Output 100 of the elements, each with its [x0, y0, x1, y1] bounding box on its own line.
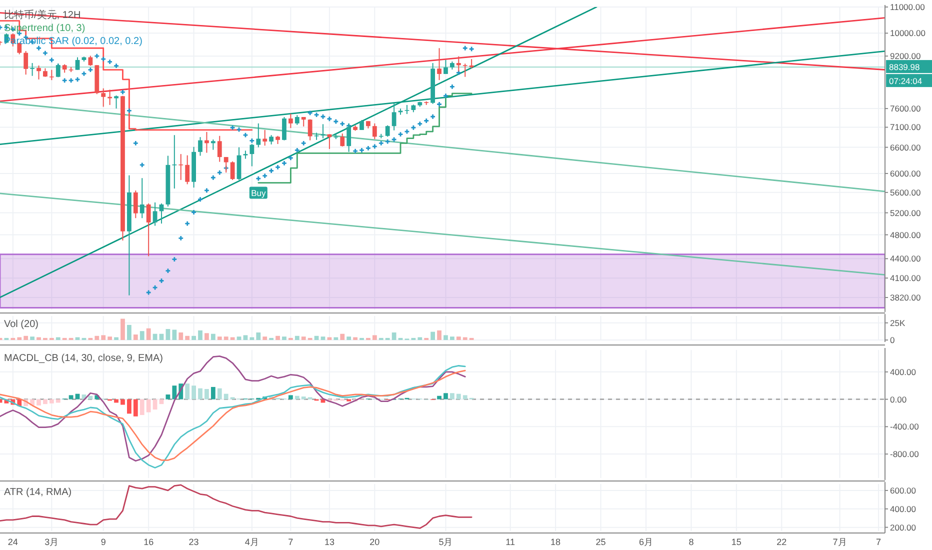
candlestick	[372, 122, 377, 140]
bar	[340, 334, 345, 340]
bar	[17, 337, 22, 340]
bar	[462, 395, 468, 400]
bar	[172, 386, 177, 400]
candlestick	[308, 118, 312, 141]
y-tick-label: 7600.00	[890, 104, 921, 114]
x-tick-label: 18	[550, 537, 561, 547]
y-tick-label: 600.00	[890, 485, 916, 496]
candlestick	[198, 136, 202, 156]
candlestick	[24, 50, 28, 76]
bar	[192, 336, 196, 340]
candlestick	[49, 69, 54, 81]
bar	[301, 396, 306, 400]
x-tick-label: 8	[688, 537, 694, 547]
candlestick	[152, 202, 158, 226]
x-tick-label: 7月	[832, 537, 847, 547]
line-series	[0, 484, 472, 529]
bar	[108, 336, 112, 340]
bar	[198, 330, 202, 340]
bar	[185, 384, 190, 400]
x-tick-label: 23	[188, 537, 199, 547]
bar	[450, 336, 454, 340]
candlestick	[385, 124, 390, 138]
bar	[256, 332, 261, 340]
candlestick	[469, 58, 474, 69]
candlestick	[230, 160, 235, 180]
x-tick-label: 5月	[438, 537, 453, 547]
candlestick	[437, 48, 442, 81]
bar	[43, 399, 48, 404]
bar	[192, 386, 196, 400]
chart-title: MACDL_CB (14, 30, close, 9, EMA)	[4, 353, 163, 364]
bar	[114, 337, 118, 340]
candlestick	[282, 116, 286, 141]
candlestick	[269, 134, 274, 145]
bar	[94, 336, 100, 340]
bar	[372, 335, 377, 340]
x-tick-label: 7	[288, 537, 294, 547]
candlestick	[294, 114, 300, 126]
bar	[166, 394, 170, 400]
candlestick	[360, 119, 364, 130]
y-tick-label: 5600.00	[890, 187, 921, 198]
bar	[56, 399, 60, 403]
bar	[178, 332, 184, 340]
candlestick	[114, 95, 118, 110]
y-tick-label: 4800.00	[890, 230, 921, 240]
bar	[56, 337, 60, 340]
candlestick	[178, 154, 184, 180]
bar	[418, 337, 422, 340]
candlestick	[88, 55, 93, 66]
y-tick-label: 10000.00	[890, 28, 926, 38]
bar	[68, 395, 74, 400]
bar	[346, 336, 352, 340]
candlestick	[314, 132, 319, 140]
bar	[456, 394, 461, 400]
y-tick-label: 11000.00	[890, 2, 926, 12]
bar	[262, 336, 268, 340]
bar	[204, 333, 209, 340]
bar	[120, 399, 125, 405]
candlestick	[256, 122, 261, 148]
y-tick-label: 7100.00	[890, 122, 921, 132]
x-tick-label: 6月	[638, 537, 653, 547]
candlestick	[36, 64, 41, 80]
bar	[210, 334, 216, 340]
bar	[127, 324, 132, 340]
candlestick	[462, 63, 468, 78]
bar	[101, 335, 106, 340]
x-tick-label: 25	[596, 537, 606, 547]
chart-title: Vol (20)	[4, 319, 38, 330]
bar	[456, 336, 461, 340]
bar	[224, 336, 228, 340]
candlestick	[444, 59, 448, 74]
y-tick-label: 400.00	[890, 366, 916, 377]
chart-title: ATR (14, RMA)	[4, 487, 72, 498]
bar	[301, 336, 306, 340]
bar	[392, 332, 396, 340]
bar	[276, 336, 280, 340]
candlestick	[172, 134, 177, 190]
bar	[172, 330, 177, 340]
candlestick	[108, 89, 112, 106]
y-tick-label: 0.00	[890, 394, 907, 404]
y-tick-label: 9200.00	[890, 51, 921, 62]
bar	[217, 336, 222, 340]
x-tick-label: 9	[100, 537, 106, 547]
bar	[282, 336, 286, 340]
candlestick	[101, 88, 106, 108]
x-tick-label: 20	[370, 537, 380, 547]
candlestick	[210, 139, 216, 150]
bar	[36, 399, 41, 406]
bar	[450, 393, 454, 400]
bar	[49, 399, 54, 404]
bar	[146, 328, 151, 340]
x-tick-label: 4月	[244, 537, 259, 547]
y-tick-label: 400.00	[890, 504, 916, 514]
y-tick-label: 4400.00	[890, 254, 921, 264]
y-tick-label: 6600.00	[890, 142, 921, 152]
bar	[430, 332, 436, 340]
ref-line-label: 8839.98	[889, 62, 920, 72]
bar	[88, 396, 93, 400]
candlestick	[185, 154, 190, 185]
